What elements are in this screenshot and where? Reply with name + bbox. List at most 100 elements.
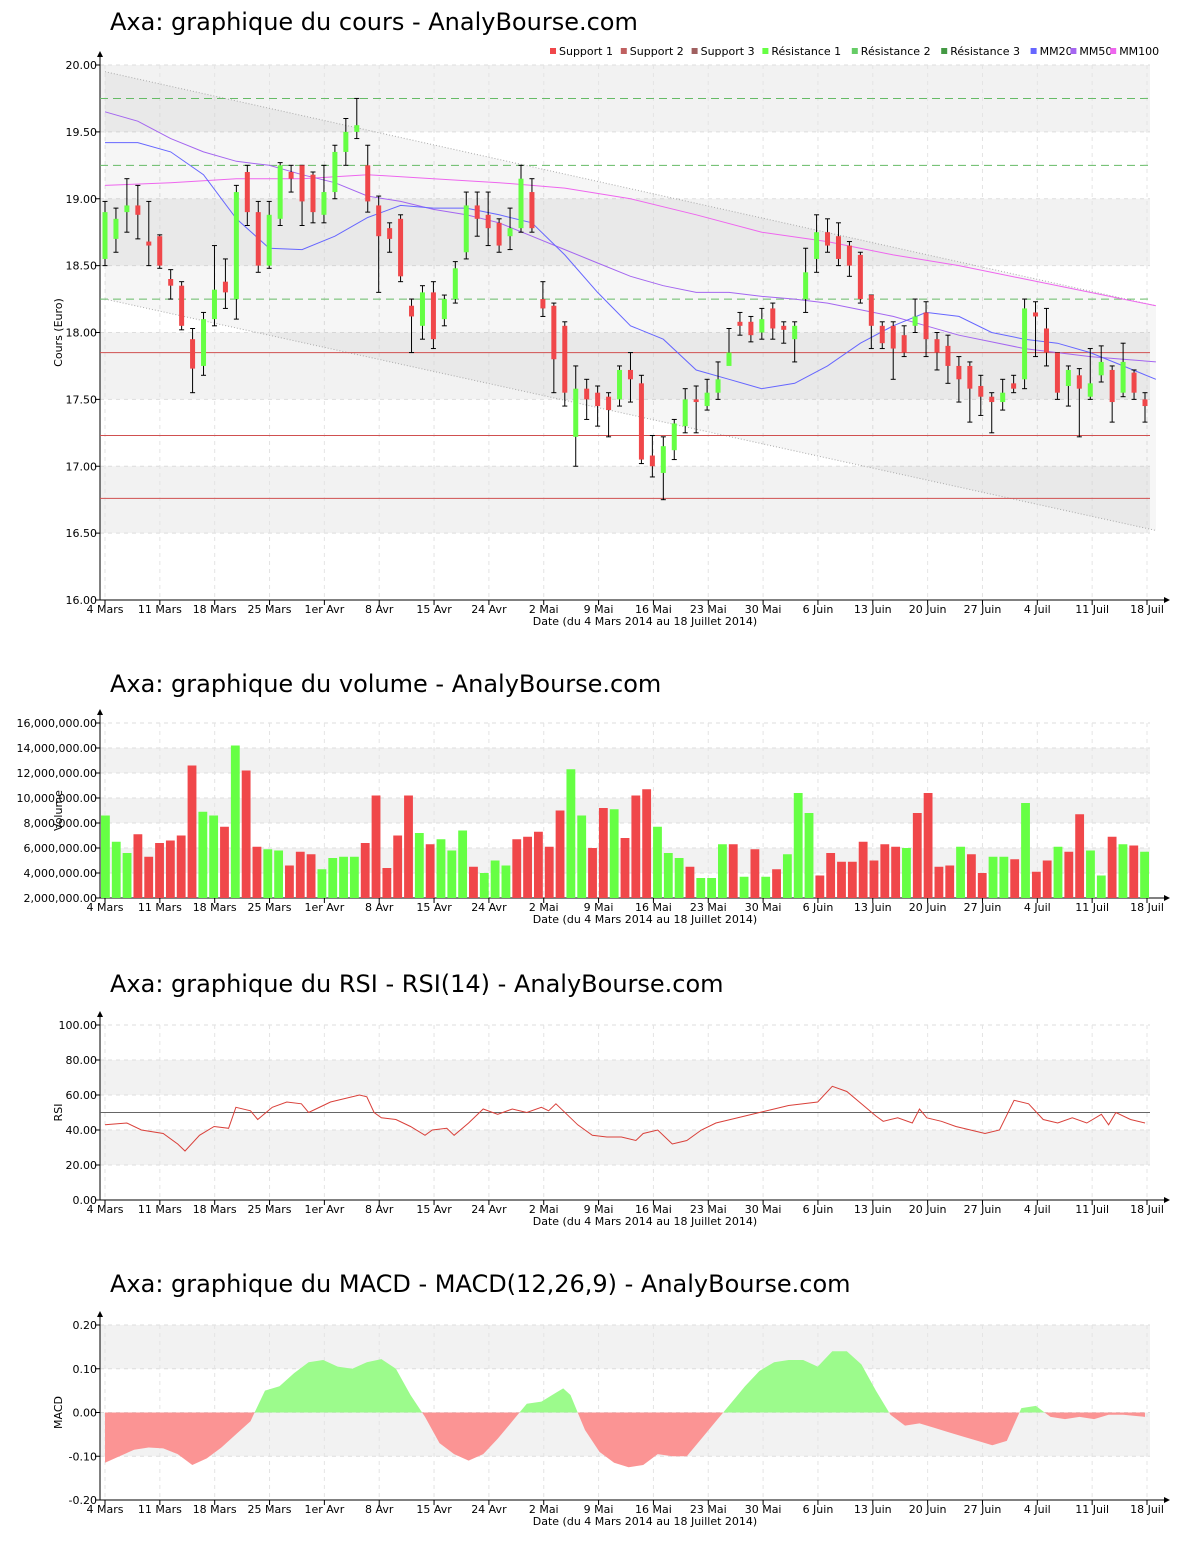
x-tick-label: 24 Avr bbox=[471, 901, 507, 914]
x-tick-label: 1er Avr bbox=[305, 1503, 345, 1516]
y-tick-label: 40.00 bbox=[66, 1124, 98, 1137]
candle-body bbox=[354, 125, 360, 132]
x-tick-label: 16 Mai bbox=[635, 901, 672, 914]
volume-bar bbox=[609, 809, 619, 898]
legend-label: Résistance 1 bbox=[771, 45, 841, 58]
x-tick-label: 24 Avr bbox=[471, 1203, 507, 1216]
x-tick-label: 4 Juil bbox=[1024, 603, 1051, 616]
candle-body bbox=[923, 312, 929, 340]
y-tick-label: 4,000,000.00 bbox=[24, 867, 97, 880]
x-tick-label: 2 Mai bbox=[529, 603, 559, 616]
y-tick-label: 18.00 bbox=[66, 327, 98, 340]
x-tick-label: 9 Mai bbox=[584, 1503, 614, 1516]
candle-body bbox=[551, 305, 557, 360]
candle-body bbox=[452, 268, 458, 300]
x-tick-label: 2 Mai bbox=[529, 1503, 559, 1516]
legend-swatch bbox=[1030, 48, 1037, 54]
y-axis-label: MACD bbox=[52, 1396, 65, 1429]
y-tick-label: 18.50 bbox=[66, 260, 98, 273]
legend-label: Résistance 2 bbox=[861, 45, 931, 58]
volume-bar bbox=[880, 844, 890, 898]
x-tick-label: 11 Juil bbox=[1075, 901, 1109, 914]
volume-bar bbox=[490, 860, 500, 898]
volume-bar bbox=[598, 808, 608, 898]
candle-body bbox=[222, 281, 228, 293]
candle-body bbox=[321, 192, 327, 215]
candle-body bbox=[1033, 312, 1039, 317]
volume-bar bbox=[588, 848, 597, 898]
candle-body bbox=[737, 321, 743, 326]
volume-bar bbox=[187, 765, 197, 898]
x-tick-label: 15 Avr bbox=[416, 1203, 452, 1216]
x-tick-label: 2 Mai bbox=[529, 1203, 559, 1216]
x-tick-label: 16 Mai bbox=[635, 1203, 672, 1216]
macd-chart: -0.20 -0.10 0.00 0.10 0.20 4 Mars 11 Mars 18 Ma… bbox=[52, 1311, 1170, 1528]
y-tick-label: -0.20 bbox=[69, 1494, 97, 1507]
y-axis-arrow bbox=[97, 709, 103, 715]
volume-bar bbox=[469, 866, 478, 898]
y-tick-label: 20.00 bbox=[66, 1159, 98, 1172]
legend-swatch bbox=[550, 48, 556, 54]
volume-bar bbox=[1075, 814, 1085, 898]
candle-body bbox=[1011, 383, 1017, 389]
x-tick-label: 4 Mars bbox=[87, 1503, 124, 1516]
volume-bar bbox=[718, 844, 727, 898]
candle-body bbox=[989, 396, 995, 403]
candle-body bbox=[890, 325, 896, 349]
volume-bar bbox=[512, 839, 522, 898]
x-axis-arrow bbox=[1164, 597, 1170, 603]
candle-body bbox=[190, 339, 196, 369]
candle-body bbox=[595, 392, 601, 407]
macd-positive-area bbox=[723, 1351, 890, 1413]
candle-body bbox=[868, 295, 874, 326]
rsi-line bbox=[104, 1085, 1146, 1152]
mm20-line bbox=[105, 142, 1157, 390]
y-tick-label: 19.50 bbox=[66, 126, 98, 139]
macd-chart-title: Axa: graphique du MACD - MACD(12,26,9) -… bbox=[110, 1270, 851, 1298]
candle-body bbox=[332, 151, 338, 193]
x-tick-label: 9 Mai bbox=[584, 603, 614, 616]
x-tick-label: 4 Juil bbox=[1024, 901, 1051, 914]
volume-bar bbox=[566, 769, 576, 898]
x-tick-label: 8 Avr bbox=[365, 1503, 394, 1516]
volume-bar bbox=[263, 849, 273, 898]
volume-bar bbox=[977, 873, 987, 898]
y-axis-arrow bbox=[97, 1011, 103, 1017]
candle-body bbox=[978, 386, 984, 397]
volume-bar bbox=[371, 795, 381, 898]
candle-body bbox=[376, 205, 382, 237]
x-axis-label: Date (du 4 Mars 2014 au 18 Juillet 2014) bbox=[533, 1515, 757, 1528]
candle-body bbox=[627, 369, 633, 380]
candle-body bbox=[102, 212, 108, 259]
y-axis-arrow bbox=[97, 51, 103, 57]
volume-bar bbox=[382, 868, 392, 898]
candle-body bbox=[299, 165, 305, 202]
y-tick-label: 0.00 bbox=[73, 1194, 98, 1207]
volume-bar bbox=[653, 826, 662, 898]
x-tick-label: 27 Juin bbox=[964, 603, 1002, 616]
volume-bar bbox=[858, 841, 868, 898]
volume-bar bbox=[1021, 803, 1030, 898]
x-tick-label: 11 Juil bbox=[1075, 1203, 1109, 1216]
x-tick-label: 11 Mars bbox=[138, 603, 182, 616]
x-axis-label: Date (du 4 Mars 2014 au 18 Juillet 2014) bbox=[533, 913, 757, 926]
volume-bar bbox=[425, 844, 435, 898]
x-tick-label: 18 Mars bbox=[193, 603, 237, 616]
x-tick-label: 25 Mars bbox=[248, 1503, 292, 1516]
candle-body bbox=[1054, 352, 1060, 393]
volume-bar bbox=[674, 858, 684, 898]
y-tick-label: 17.50 bbox=[66, 393, 98, 406]
volume-bar bbox=[436, 839, 446, 898]
candle-body bbox=[573, 388, 579, 437]
y-tick-label: 100.00 bbox=[59, 1019, 98, 1032]
x-tick-label: 23 Mai bbox=[690, 603, 727, 616]
x-tick-label: 8 Avr bbox=[365, 1203, 394, 1216]
volume-bar bbox=[360, 843, 370, 898]
x-tick-label: 11 Mars bbox=[138, 1503, 182, 1516]
channel-upper-line bbox=[104, 71, 1157, 307]
volume-bar bbox=[479, 873, 489, 898]
y-tick-label: 16,000,000.00 bbox=[17, 717, 97, 730]
candle-body bbox=[934, 339, 940, 353]
x-tick-label: 20 Juin bbox=[909, 1503, 947, 1516]
x-tick-label: 30 Mai bbox=[745, 1503, 782, 1516]
